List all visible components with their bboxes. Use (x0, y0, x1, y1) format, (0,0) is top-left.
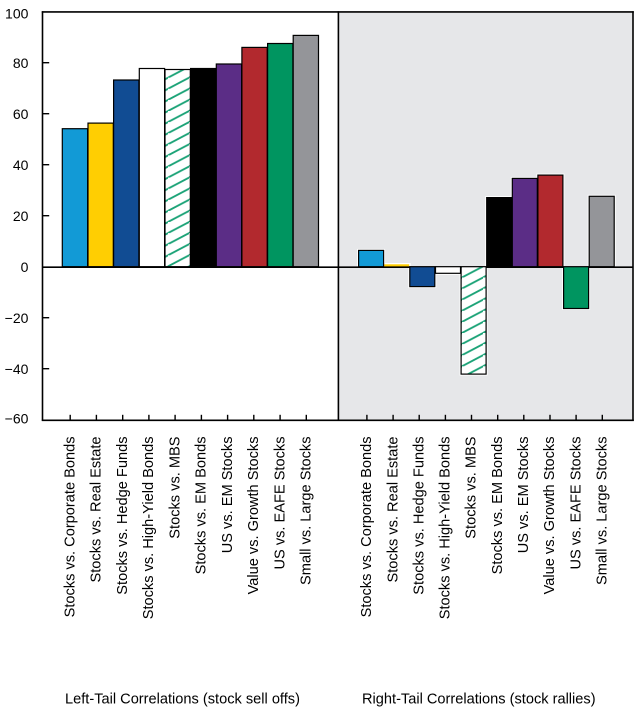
svg-text:Value vs. Growth Stocks: Value vs. Growth Stocks (542, 437, 558, 595)
svg-text:US vs. EAFE Stocks: US vs. EAFE Stocks (272, 437, 288, 570)
svg-text:US vs. EM Stocks: US vs. EM Stocks (516, 437, 532, 554)
svg-text:60: 60 (13, 106, 29, 122)
svg-text:Right-Tail Correlations (stock: Right-Tail Correlations (stock rallies) (362, 692, 596, 708)
svg-text:0: 0 (21, 259, 29, 275)
svg-text:Left-Tail Correlations (stock: Left-Tail Correlations (stock sell offs) (65, 692, 300, 708)
svg-text:40: 40 (13, 157, 29, 173)
svg-text:Stocks vs. Real Estate: Stocks vs. Real Estate (385, 437, 401, 583)
svg-text:20: 20 (13, 208, 29, 224)
svg-text:Stocks vs. High-Yield Bonds: Stocks vs. High-Yield Bonds (438, 437, 454, 620)
svg-text:Stocks vs. EM Bonds: Stocks vs. EM Bonds (490, 437, 506, 575)
svg-text:Stocks vs. Corporate Bonds: Stocks vs. Corporate Bonds (359, 437, 375, 618)
svg-text:Stocks vs. Hedge Funds: Stocks vs. Hedge Funds (115, 437, 131, 595)
svg-text:Stocks vs. Corporate Bonds: Stocks vs. Corporate Bonds (62, 437, 78, 618)
svg-text:US vs. EM Stocks: US vs. EM Stocks (220, 437, 236, 554)
svg-text:Value vs. Growth Stocks: Value vs. Growth Stocks (246, 437, 262, 595)
svg-text:Stocks vs. Hedge Funds: Stocks vs. Hedge Funds (411, 437, 427, 595)
svg-text:Stocks vs. MBS: Stocks vs. MBS (167, 436, 183, 538)
svg-text:−20: −20 (5, 310, 29, 326)
svg-text:80: 80 (13, 55, 29, 71)
svg-text:Stocks vs. Real Estate: Stocks vs. Real Estate (89, 437, 105, 583)
svg-text:Stocks vs. MBS: Stocks vs. MBS (464, 436, 480, 538)
svg-text:US vs. EAFE Stocks: US vs. EAFE Stocks (568, 437, 584, 570)
svg-text:Stocks vs. High-Yield Bonds: Stocks vs. High-Yield Bonds (141, 437, 157, 620)
svg-text:Stocks vs. EM Bonds: Stocks vs. EM Bonds (194, 437, 210, 575)
svg-text:−40: −40 (5, 361, 29, 377)
svg-text:100: 100 (5, 5, 29, 21)
svg-text:Small vs. Large Stocks: Small vs. Large Stocks (595, 437, 611, 585)
svg-text:Small vs. Large Stocks: Small vs. Large Stocks (299, 437, 315, 585)
svg-text:−60: −60 (5, 410, 29, 426)
